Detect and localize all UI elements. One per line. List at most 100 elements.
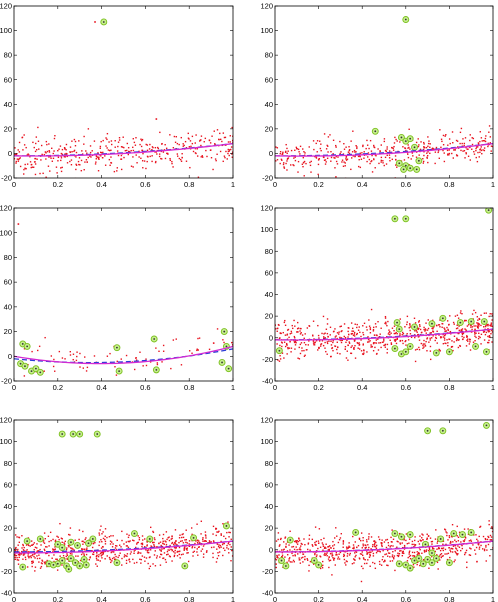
- data-point: [490, 329, 493, 331]
- data-point: [14, 553, 16, 556]
- data-point: [29, 156, 31, 158]
- data-point: [422, 559, 425, 561]
- y-tick-label: 0: [269, 333, 273, 342]
- fit-estimated-curve: [14, 345, 233, 365]
- data-point: [334, 345, 336, 347]
- x-tick-label: 1: [231, 180, 235, 189]
- data-point: [100, 140, 102, 143]
- flagged-point-center: [21, 566, 24, 568]
- data-point: [98, 532, 100, 534]
- data-point: [369, 565, 371, 567]
- data-point: [167, 553, 169, 555]
- data-point: [428, 341, 430, 343]
- data-point: [466, 566, 468, 569]
- data-point: [184, 539, 186, 541]
- data-point: [108, 556, 111, 559]
- data-point: [393, 558, 395, 560]
- data-point: [276, 555, 279, 557]
- flagged-point-center: [441, 429, 444, 432]
- data-point: [446, 154, 449, 156]
- data-point: [283, 162, 285, 164]
- data-point: [106, 147, 108, 149]
- data-point: [56, 535, 58, 538]
- y-tick-label: 100: [0, 228, 12, 237]
- flagged-point-center: [394, 532, 396, 535]
- data-point: [170, 548, 172, 551]
- data-point: [154, 565, 157, 567]
- data-point: [463, 144, 465, 147]
- data-point: [185, 529, 187, 531]
- data-point: [426, 156, 428, 159]
- data-point: [484, 325, 487, 328]
- data-point: [333, 558, 335, 560]
- data-point: [99, 145, 102, 148]
- flagged-point-center: [70, 557, 72, 560]
- data-point: [465, 345, 468, 347]
- data-point: [17, 544, 19, 546]
- data-point: [277, 359, 279, 361]
- data-point: [194, 142, 196, 144]
- flagged-point-center: [85, 563, 88, 566]
- data-point: [58, 538, 60, 541]
- data-point: [102, 552, 104, 554]
- data-point: [330, 340, 332, 343]
- data-point: [399, 318, 401, 320]
- data-point: [276, 327, 279, 330]
- data-point: [17, 563, 20, 565]
- data-point: [71, 547, 73, 550]
- data-point: [66, 553, 68, 555]
- data-point: [408, 542, 410, 544]
- data-point: [385, 553, 388, 555]
- data-point: [78, 157, 81, 159]
- data-point: [109, 164, 111, 167]
- data-point: [78, 538, 80, 541]
- data-point: [380, 542, 383, 545]
- data-point: [188, 543, 190, 545]
- data-point: [28, 556, 30, 559]
- data-point: [339, 325, 341, 328]
- data-point: [332, 557, 334, 559]
- data-point: [92, 542, 95, 545]
- data-point: [41, 153, 43, 156]
- data-point: [446, 320, 449, 322]
- data-point: [57, 156, 60, 159]
- data-point: [36, 543, 38, 545]
- data-point: [145, 167, 147, 170]
- data-point: [423, 141, 425, 144]
- data-point: [354, 323, 356, 325]
- data-point: [362, 343, 364, 345]
- data-point: [387, 333, 390, 335]
- data-point: [18, 541, 20, 544]
- data-point: [489, 539, 491, 541]
- data-point: [457, 540, 460, 542]
- data-point: [487, 142, 489, 145]
- data-point: [14, 547, 17, 550]
- data-point: [338, 558, 341, 560]
- data-point: [469, 341, 471, 343]
- x-tick-label: 0.6: [140, 180, 150, 189]
- data-point: [405, 149, 407, 152]
- data-point: [423, 346, 425, 348]
- data-point: [313, 344, 316, 346]
- data-point: [305, 349, 308, 351]
- data-point: [152, 531, 155, 534]
- y-tick-label: -20: [262, 174, 273, 183]
- data-point: [109, 543, 112, 545]
- data-point: [369, 553, 371, 556]
- data-point: [368, 147, 370, 150]
- data-point: [421, 537, 423, 539]
- data-point: [306, 327, 309, 329]
- data-point: [425, 549, 428, 551]
- data-point: [348, 342, 351, 344]
- data-point: [89, 145, 92, 147]
- data-point: [191, 547, 193, 549]
- data-point: [168, 555, 171, 557]
- data-point: [60, 152, 63, 155]
- data-point: [334, 328, 336, 330]
- data-point: [460, 127, 463, 130]
- data-point: [406, 321, 408, 323]
- x-tick-label: 0.8: [184, 180, 194, 189]
- data-point: [185, 160, 188, 162]
- data-point: [420, 141, 422, 143]
- data-point: [176, 153, 179, 155]
